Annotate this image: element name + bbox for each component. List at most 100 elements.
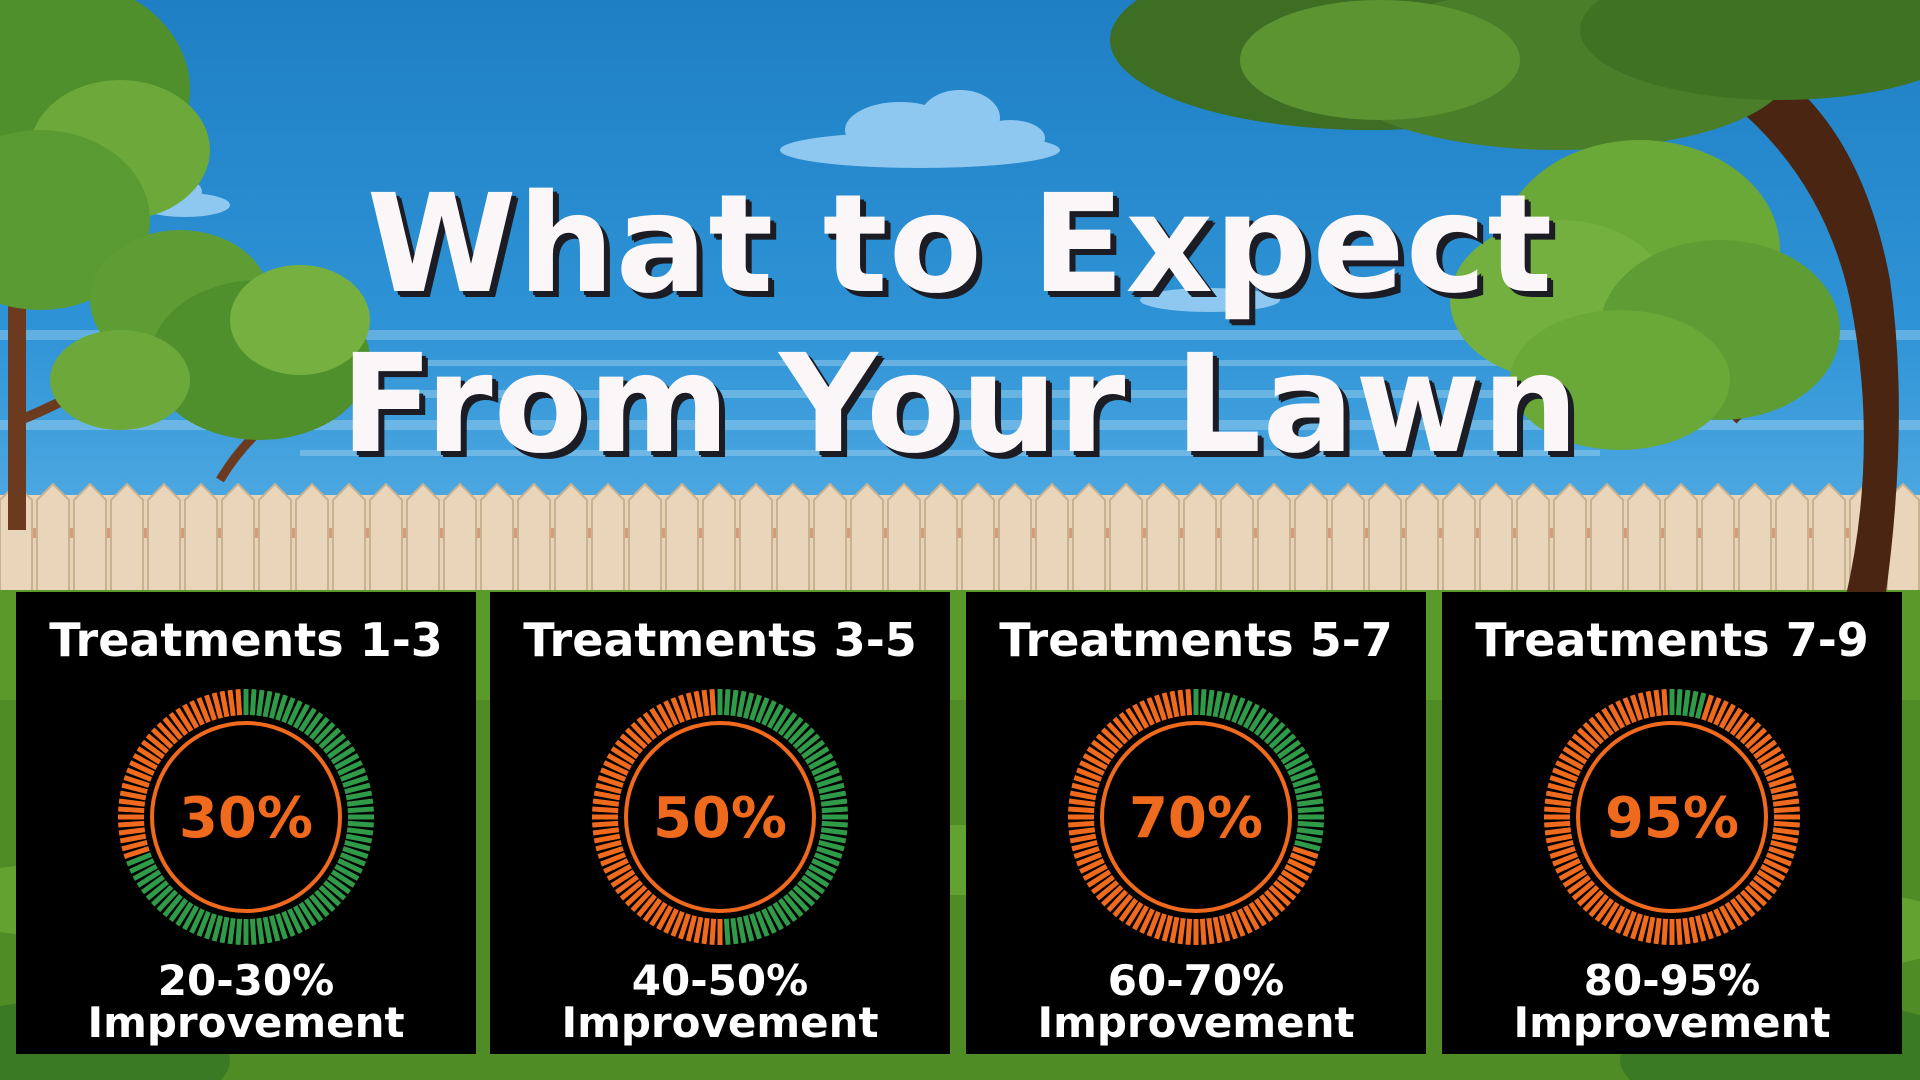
gauge-segment-green bbox=[339, 852, 366, 867]
gauge-segment-orange bbox=[649, 901, 668, 927]
gauge-segment-green bbox=[344, 782, 371, 795]
gauge-segment-green bbox=[292, 905, 310, 931]
gauge-segment-orange bbox=[118, 798, 146, 807]
gauge-segment-orange bbox=[1259, 893, 1280, 918]
page-title-line2: From Your Lawn bbox=[340, 326, 1580, 484]
gauge-segment-orange bbox=[1630, 913, 1643, 940]
gauge-segment-orange bbox=[1772, 798, 1800, 807]
gauge-segment-orange bbox=[1552, 852, 1579, 867]
gauge-segment-green bbox=[309, 716, 330, 741]
gauge-segment-orange bbox=[1237, 908, 1253, 934]
gauge-segment-green bbox=[337, 858, 363, 874]
gauge-segment-green bbox=[145, 880, 170, 901]
gauge-segment-orange bbox=[1090, 739, 1115, 760]
gauge-segment-green bbox=[796, 880, 821, 901]
gauge-segment-orange bbox=[1701, 913, 1714, 940]
gauge-segment-orange bbox=[709, 918, 717, 945]
gauge-segment-orange bbox=[1206, 917, 1215, 945]
gauge-segment-orange bbox=[1132, 905, 1150, 931]
gauge-segment-green bbox=[821, 820, 848, 828]
gauge-segment-green bbox=[816, 846, 843, 859]
gauge-segment-orange bbox=[1118, 898, 1139, 923]
gauge-segment-orange bbox=[129, 760, 155, 776]
progress-gauge: 70% bbox=[1068, 689, 1324, 945]
gauge-segment-orange bbox=[656, 703, 674, 729]
gauge-segment-orange bbox=[1086, 869, 1112, 888]
gauge-segment-orange bbox=[1694, 915, 1707, 942]
gauge-segment-green bbox=[1242, 703, 1260, 729]
fence-picket bbox=[73, 482, 107, 601]
gauge-segment-orange bbox=[642, 898, 663, 923]
gauge-segment-orange bbox=[1248, 901, 1267, 927]
gauge-segment-green bbox=[808, 753, 834, 771]
gauge-segment-green bbox=[1212, 690, 1223, 718]
gauge-segment-orange bbox=[597, 846, 624, 859]
gauge-segment-orange bbox=[1544, 798, 1572, 807]
fence-picket bbox=[184, 482, 218, 601]
gauge-segment-green bbox=[303, 898, 324, 923]
gauge-segment-orange bbox=[118, 820, 145, 828]
gauge-segment-green bbox=[730, 917, 739, 945]
fence-picket bbox=[147, 482, 181, 601]
gauge-segment-orange bbox=[126, 767, 153, 782]
gauge-segment-orange bbox=[1562, 869, 1588, 888]
gauge-segment-green bbox=[1237, 700, 1253, 726]
gauge-segment-orange bbox=[1630, 694, 1643, 721]
stage-card-title: Treatments 7-9 bbox=[1475, 613, 1869, 667]
page-title-line1: What to Expect bbox=[366, 166, 1554, 324]
fence-picket bbox=[1146, 482, 1180, 601]
gauge-segment-green bbox=[1284, 753, 1310, 771]
gauge-segment-green bbox=[820, 798, 848, 807]
fence-picket bbox=[1479, 482, 1513, 601]
gauge-segment-orange bbox=[1549, 775, 1576, 788]
gauge-segment-green bbox=[796, 733, 821, 754]
gauge-segment-orange bbox=[1582, 721, 1605, 745]
gauge-segment-green bbox=[227, 917, 236, 945]
gauge-segment-orange bbox=[1545, 790, 1573, 801]
gauge-segment-green bbox=[818, 839, 845, 852]
gauge-segment-orange bbox=[592, 820, 619, 828]
gauge-segment-green bbox=[168, 898, 189, 923]
gauge-segment-green bbox=[821, 806, 848, 814]
gauge-segment-green bbox=[211, 915, 224, 942]
gauge-segment-green bbox=[1297, 820, 1324, 828]
gauge-segment-green bbox=[1231, 697, 1246, 724]
fence-picket bbox=[1442, 482, 1476, 601]
gauge-segment-orange bbox=[1125, 707, 1144, 733]
gauge-segment-orange bbox=[1069, 790, 1097, 801]
progress-gauge: 30% bbox=[118, 689, 374, 945]
gauge-segment-green bbox=[330, 869, 356, 888]
gauge-segment-green bbox=[792, 884, 816, 907]
gauge-segment-orange bbox=[1068, 820, 1095, 828]
gauge-segment-orange bbox=[1744, 727, 1768, 750]
gauge-segment-green bbox=[1682, 689, 1691, 717]
gauge-segment-orange bbox=[123, 846, 150, 859]
gauge-segment-green bbox=[755, 697, 770, 724]
fence-picket bbox=[591, 482, 625, 601]
gauge-segment-orange bbox=[1713, 908, 1729, 934]
gauge-segment-orange bbox=[1106, 889, 1129, 913]
gauge-segment-orange bbox=[1771, 833, 1799, 844]
gauge-segment-orange bbox=[1079, 858, 1105, 874]
gauge-segment-orange bbox=[1724, 901, 1743, 927]
gauge-segment-orange bbox=[610, 746, 636, 765]
gauge-segment-green bbox=[811, 760, 837, 776]
gauge-segment-green bbox=[801, 874, 826, 895]
gauge-segment-orange bbox=[162, 716, 183, 741]
improvement-label: Improvement bbox=[87, 998, 405, 1047]
gauge-segment-green bbox=[811, 858, 837, 874]
fence-picket bbox=[1664, 482, 1698, 601]
gauge-segment-orange bbox=[1545, 833, 1573, 844]
gauge-segment-orange bbox=[701, 917, 710, 945]
gauge-segment-orange bbox=[1177, 917, 1186, 945]
stage-card-caption: 40-50% Improvement bbox=[490, 960, 950, 1044]
gauge-segment-green bbox=[136, 869, 162, 888]
gauge-segment-orange bbox=[663, 700, 679, 726]
gauge-segment-orange bbox=[1753, 739, 1778, 760]
gauge-segment-green bbox=[1268, 727, 1292, 750]
gauge-segment-green bbox=[189, 908, 205, 934]
gauge-segment-green bbox=[1225, 694, 1238, 721]
gauge-segment-green bbox=[1272, 733, 1297, 754]
gauge-segment-orange bbox=[670, 697, 685, 724]
